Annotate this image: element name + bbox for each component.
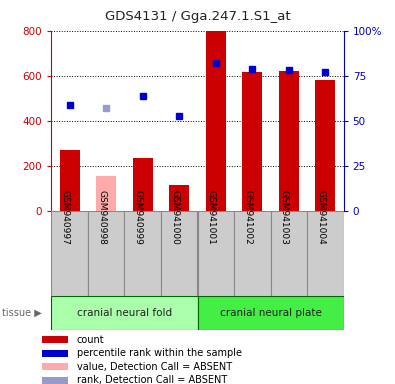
Text: rank, Detection Call = ABSENT: rank, Detection Call = ABSENT [77, 375, 227, 384]
Text: GSM940997: GSM940997 [60, 190, 70, 245]
Bar [133, 158, 153, 211]
Bar [234, 211, 271, 296]
Text: cranial neural fold: cranial neural fold [77, 308, 172, 318]
Text: cranial neural plate: cranial neural plate [220, 308, 322, 318]
Bar [42, 377, 68, 384]
Bar [198, 296, 344, 330]
Bar [169, 185, 189, 211]
Text: GSM941004: GSM941004 [316, 190, 325, 245]
Bar [42, 350, 68, 357]
Bar [271, 211, 307, 296]
Text: GSM940998: GSM940998 [97, 190, 106, 245]
Bar [242, 73, 262, 211]
Text: GSM941002: GSM941002 [243, 190, 252, 245]
Bar [315, 80, 335, 211]
Bar [88, 211, 124, 296]
Text: percentile rank within the sample: percentile rank within the sample [77, 348, 242, 358]
Bar [124, 211, 161, 296]
Bar [161, 211, 198, 296]
Bar [51, 211, 88, 296]
Bar [51, 296, 198, 330]
Bar [279, 71, 299, 211]
Bar [198, 211, 234, 296]
Bar [42, 363, 68, 370]
Bar [42, 336, 68, 343]
Text: tissue ▶: tissue ▶ [2, 308, 42, 318]
Text: GSM941001: GSM941001 [207, 190, 216, 245]
Bar [96, 176, 116, 211]
Text: GSM941000: GSM941000 [170, 190, 179, 245]
Text: count: count [77, 335, 104, 345]
Text: value, Detection Call = ABSENT: value, Detection Call = ABSENT [77, 362, 232, 372]
Bar [206, 31, 226, 211]
Text: GDS4131 / Gga.247.1.S1_at: GDS4131 / Gga.247.1.S1_at [105, 10, 290, 23]
Text: GSM940999: GSM940999 [134, 190, 143, 245]
Bar [60, 150, 80, 211]
Text: GSM941003: GSM941003 [280, 190, 289, 245]
Bar [307, 211, 344, 296]
